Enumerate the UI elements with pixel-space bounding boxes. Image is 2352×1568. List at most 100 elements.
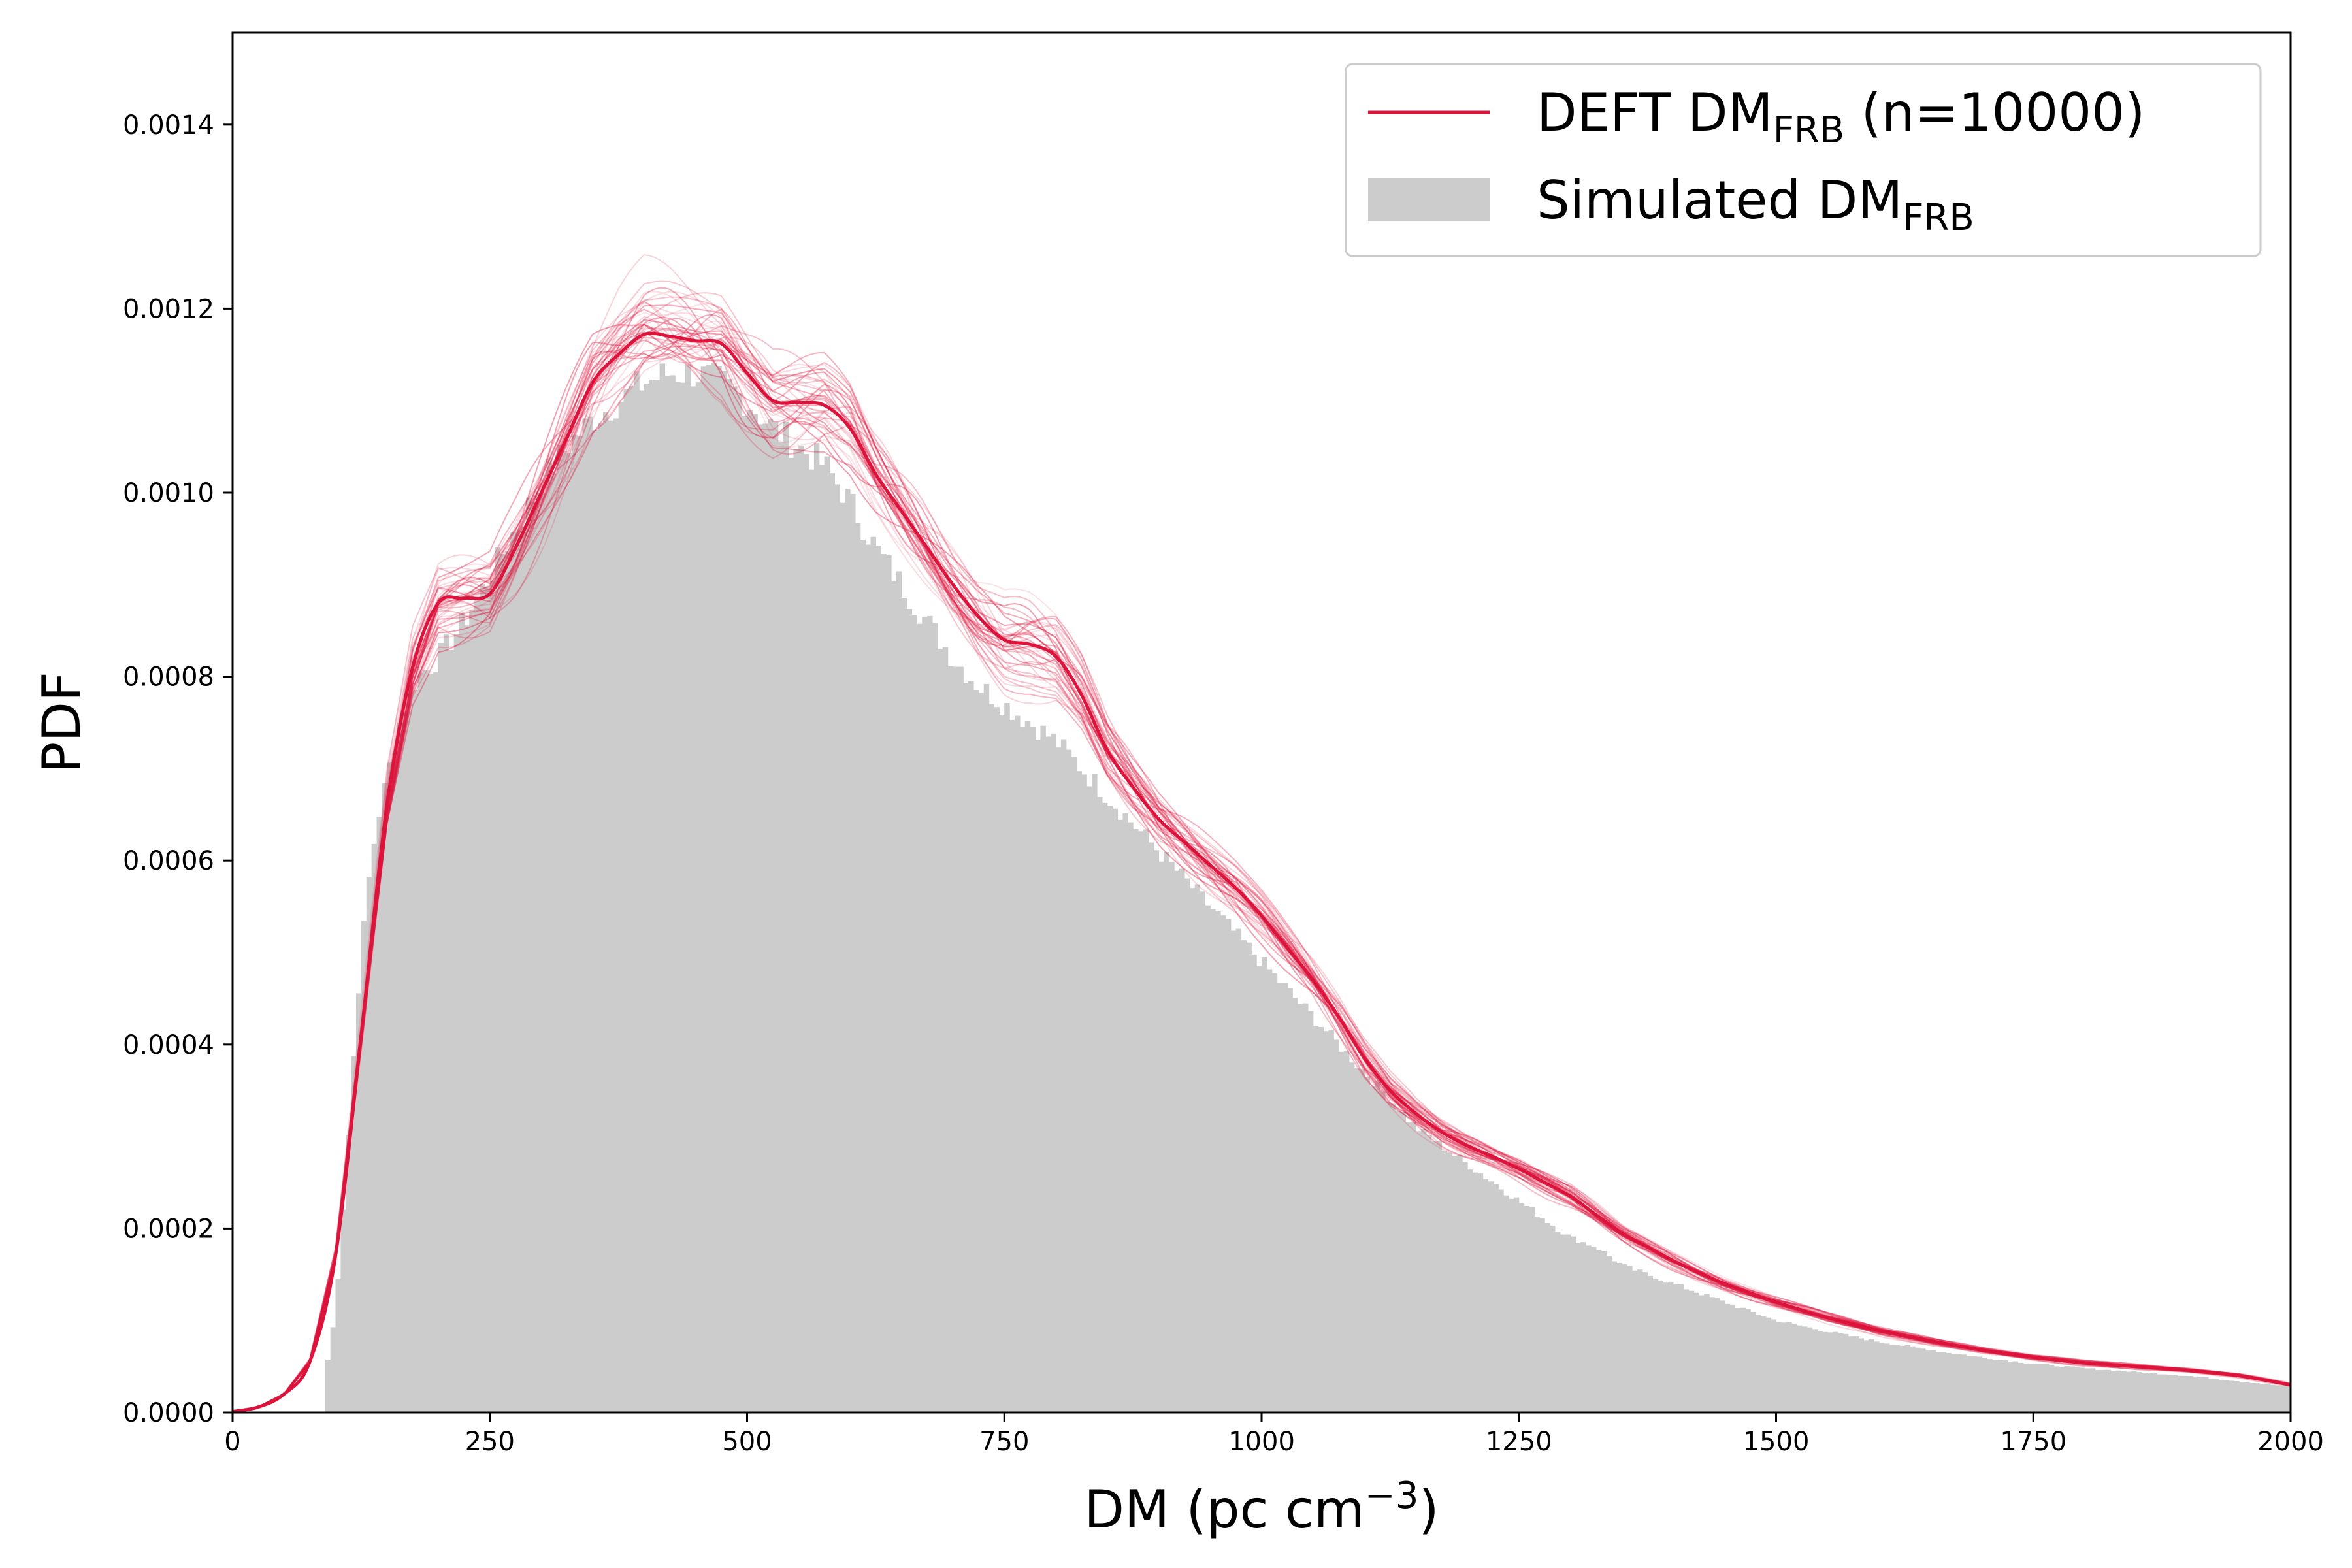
- histogram-bar: [1771, 1319, 1777, 1413]
- histogram-bar: [500, 554, 506, 1413]
- histogram-bar: [1765, 1317, 1772, 1413]
- histogram-bar: [417, 672, 423, 1413]
- y-tick-label: 0.0006: [123, 846, 214, 876]
- histogram-bar: [1951, 1354, 1957, 1413]
- histogram-bar: [1467, 1169, 1473, 1413]
- histogram-bar: [453, 634, 460, 1413]
- histogram-bar: [1411, 1122, 1416, 1413]
- histogram-bar: [1971, 1356, 1978, 1413]
- histogram-bar: [1756, 1315, 1761, 1413]
- histogram-bar: [1827, 1332, 1833, 1413]
- histogram-bar: [2229, 1380, 2234, 1413]
- histogram-bar: [1385, 1102, 1391, 1413]
- histogram-bar: [489, 580, 496, 1413]
- histogram-bar: [706, 365, 711, 1413]
- histogram-bar: [1858, 1338, 1864, 1413]
- histogram-bar: [654, 380, 661, 1413]
- histogram-bar: [1303, 1003, 1309, 1413]
- histogram-bar: [1724, 1303, 1731, 1413]
- histogram-bar: [917, 623, 923, 1413]
- histogram-bar: [2012, 1361, 2019, 1413]
- histogram-bar: [1359, 1069, 1365, 1413]
- histogram-bar: [2121, 1371, 2127, 1413]
- histogram-bar: [510, 532, 516, 1413]
- histogram-bar: [346, 1134, 351, 1413]
- histogram-bar: [1920, 1348, 1926, 1413]
- histogram-bar: [1220, 915, 1226, 1413]
- histogram-bar: [1647, 1275, 1654, 1413]
- histogram-bar: [1842, 1333, 1849, 1413]
- histogram-bar: [1097, 796, 1103, 1413]
- histogram-bar: [1524, 1206, 1530, 1413]
- histogram-bar: [1339, 1051, 1345, 1413]
- histogram-bar: [2028, 1364, 2034, 1413]
- histogram-bar: [505, 551, 511, 1413]
- histogram-bar: [2151, 1373, 2157, 1413]
- histogram-bar: [2074, 1367, 2080, 1413]
- histogram-bar: [953, 666, 958, 1413]
- histogram-bar: [521, 526, 527, 1413]
- histogram-bar: [1174, 870, 1180, 1413]
- histogram-bar: [845, 489, 851, 1413]
- histogram-bar: [2105, 1369, 2111, 1413]
- histogram-bar: [1112, 808, 1119, 1413]
- histogram-bar: [670, 375, 676, 1413]
- histogram-bar: [824, 456, 830, 1413]
- histogram-bar: [742, 416, 748, 1413]
- histogram-bar: [2172, 1375, 2178, 1413]
- histogram-bar: [371, 843, 378, 1413]
- histogram-bar: [1735, 1308, 1740, 1413]
- y-tick-label: 0.0004: [123, 1030, 214, 1060]
- histogram-bar: [690, 386, 696, 1413]
- histogram-bar: [829, 473, 835, 1413]
- x-tick-label: 250: [465, 1427, 515, 1457]
- histogram-bar: [1513, 1197, 1520, 1413]
- histogram-bar: [1586, 1245, 1592, 1413]
- histogram-bar: [2059, 1367, 2065, 1413]
- histogram-bar: [757, 424, 763, 1413]
- histogram-bar: [783, 421, 789, 1413]
- histogram-bar: [1375, 1081, 1380, 1413]
- histogram-bar: [1107, 806, 1113, 1413]
- histogram-bar: [958, 666, 964, 1413]
- histogram-bar: [1128, 822, 1134, 1413]
- histogram-bar: [629, 386, 634, 1413]
- histogram-bar: [1503, 1195, 1509, 1413]
- histogram-bar: [1318, 1026, 1324, 1413]
- histogram-bar: [1133, 828, 1139, 1413]
- histogram-bar: [2285, 1386, 2291, 1413]
- y-tick-label: 0.0014: [123, 110, 214, 140]
- histogram-bar: [2080, 1367, 2085, 1413]
- histogram-bar: [2023, 1363, 2029, 1413]
- y-tick-label: 0.0012: [123, 294, 214, 324]
- deft-sample-curve: [233, 353, 2291, 1413]
- histogram-bar: [1750, 1311, 1756, 1413]
- histogram-bar: [1287, 988, 1293, 1413]
- histogram-bar: [685, 364, 691, 1413]
- histogram-bar: [804, 454, 809, 1413]
- histogram-bar: [2218, 1379, 2225, 1413]
- histogram-bar: [1904, 1345, 1910, 1413]
- histogram-bar: [911, 615, 917, 1413]
- histogram-bar: [1441, 1151, 1448, 1413]
- histogram-bar: [1271, 973, 1278, 1413]
- histogram-bar: [1477, 1173, 1484, 1413]
- histogram-bar: [793, 449, 799, 1413]
- histogram-bar: [1786, 1322, 1792, 1413]
- histogram-bar: [2198, 1377, 2204, 1413]
- legend-label-simulated: Simulated DMFRB: [1537, 170, 1974, 239]
- histogram-bar: [582, 418, 588, 1413]
- histogram-bar: [1117, 819, 1123, 1413]
- histogram-bar: [777, 442, 784, 1413]
- histogram-bar: [448, 649, 455, 1413]
- histogram-bar: [1143, 829, 1149, 1413]
- histogram-bar: [598, 423, 604, 1413]
- histogram-bar: [603, 411, 609, 1413]
- histogram-bar: [834, 484, 840, 1413]
- histogram-bar: [1940, 1352, 1946, 1413]
- histogram-bar: [1323, 1031, 1329, 1413]
- legend-swatch-simulated-patch: [1368, 178, 1490, 221]
- histogram-bar: [1910, 1346, 1916, 1413]
- histogram-bar: [922, 616, 928, 1413]
- histogram-bar: [1683, 1289, 1690, 1413]
